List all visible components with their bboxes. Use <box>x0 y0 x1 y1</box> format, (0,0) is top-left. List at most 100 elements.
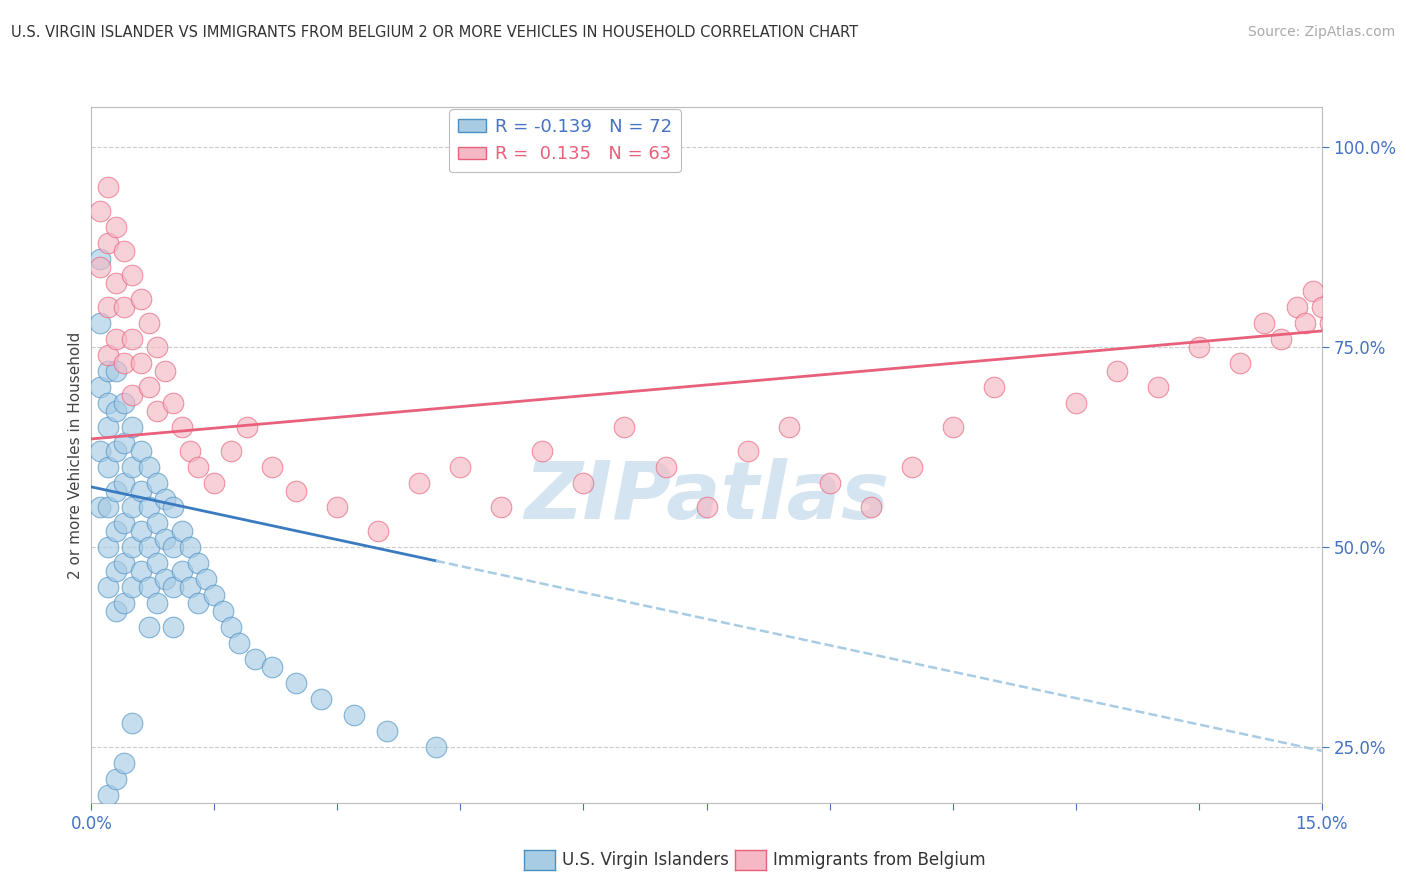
Point <box>121 715 143 730</box>
Point <box>97 364 120 378</box>
Point <box>89 252 111 266</box>
Point <box>1253 316 1275 330</box>
Point <box>1343 316 1365 330</box>
Point <box>343 707 366 722</box>
Point <box>97 788 120 802</box>
Point <box>449 459 471 474</box>
Point <box>202 588 225 602</box>
Point <box>105 219 127 234</box>
Point <box>408 475 430 490</box>
Point <box>162 580 184 594</box>
Point <box>195 572 218 586</box>
Point <box>112 244 135 258</box>
Point <box>187 556 209 570</box>
Point <box>859 500 882 514</box>
Point <box>613 420 636 434</box>
Point <box>121 580 143 594</box>
Point <box>187 596 209 610</box>
Point <box>105 276 127 290</box>
Point <box>105 483 127 498</box>
Point <box>112 300 135 314</box>
Point <box>942 420 965 434</box>
Point <box>309 691 332 706</box>
Point <box>170 564 193 578</box>
Point <box>187 459 209 474</box>
Point <box>97 300 120 314</box>
Point <box>1294 316 1316 330</box>
Point <box>153 364 177 378</box>
Point <box>138 540 160 554</box>
Point <box>112 756 135 770</box>
Point <box>153 532 177 546</box>
Point <box>138 500 160 514</box>
Point <box>162 540 184 554</box>
Point <box>375 723 398 738</box>
Point <box>1229 356 1251 370</box>
Point <box>112 516 135 530</box>
Point <box>129 564 152 578</box>
Point <box>129 292 152 306</box>
Point <box>572 475 595 490</box>
Point <box>89 444 111 458</box>
Y-axis label: 2 or more Vehicles in Household: 2 or more Vehicles in Household <box>67 331 83 579</box>
Point <box>105 332 127 346</box>
Point <box>121 268 143 282</box>
Point <box>138 620 160 634</box>
Point <box>1310 300 1333 314</box>
Point <box>112 436 135 450</box>
Point <box>1285 300 1308 314</box>
Point <box>146 556 169 570</box>
Point <box>105 772 127 786</box>
Text: U.S. VIRGIN ISLANDER VS IMMIGRANTS FROM BELGIUM 2 OR MORE VEHICLES IN HOUSEHOLD : U.S. VIRGIN ISLANDER VS IMMIGRANTS FROM … <box>11 25 859 40</box>
Point <box>89 380 111 394</box>
Point <box>778 420 800 434</box>
Point <box>1319 316 1341 330</box>
Point <box>97 396 120 410</box>
Point <box>326 500 349 514</box>
Point <box>97 420 120 434</box>
Point <box>97 348 120 362</box>
Point <box>105 444 127 458</box>
Point <box>1187 340 1209 354</box>
Point <box>105 604 127 618</box>
Point <box>425 739 447 754</box>
Point <box>89 260 111 274</box>
Point <box>129 444 152 458</box>
Point <box>1327 300 1350 314</box>
Point <box>162 500 184 514</box>
Point <box>1302 284 1324 298</box>
Point <box>228 636 250 650</box>
Point <box>202 475 225 490</box>
Point <box>1270 332 1292 346</box>
Point <box>89 204 111 219</box>
Point <box>121 500 143 514</box>
Point <box>121 459 143 474</box>
Point <box>112 356 135 370</box>
Point <box>179 540 201 554</box>
Point <box>146 516 169 530</box>
Point <box>97 459 120 474</box>
Point <box>112 596 135 610</box>
Point <box>146 340 169 354</box>
Point <box>695 500 717 514</box>
Point <box>818 475 841 490</box>
Point <box>162 620 184 634</box>
Legend: R = -0.139   N = 72, R =  0.135   N = 63: R = -0.139 N = 72, R = 0.135 N = 63 <box>450 109 681 172</box>
Point <box>97 540 120 554</box>
Point <box>146 475 169 490</box>
Point <box>138 459 160 474</box>
Point <box>179 580 201 594</box>
Point <box>245 652 267 666</box>
Point <box>285 483 308 498</box>
Point <box>1146 380 1168 394</box>
Point <box>153 491 177 506</box>
Point <box>285 676 308 690</box>
Point <box>105 364 127 378</box>
Point <box>121 540 143 554</box>
Point <box>260 459 283 474</box>
Text: Source: ZipAtlas.com: Source: ZipAtlas.com <box>1247 25 1395 39</box>
Point <box>89 316 111 330</box>
Point <box>138 580 160 594</box>
Point <box>121 332 143 346</box>
Point <box>170 420 193 434</box>
